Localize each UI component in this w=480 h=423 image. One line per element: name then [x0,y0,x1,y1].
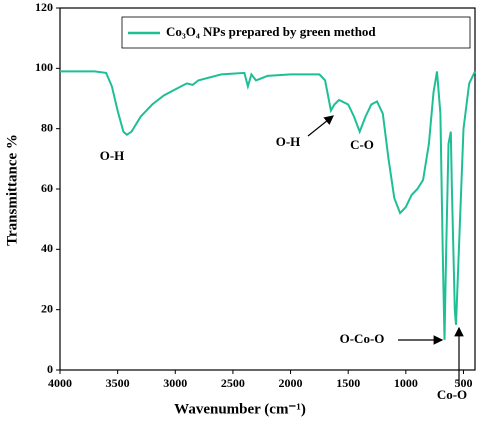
y-axis-title: Transmittance % [4,134,20,246]
annotation: Co-O [437,387,467,402]
legend-label: Co₃O₄ NPs prepared by green method [166,24,376,39]
annotation: O-H [276,134,301,149]
x-tick-label: 2000 [279,376,303,390]
spectrum-line [60,70,476,340]
annotation: O-Co-O [340,331,385,346]
plot-frame [59,7,476,371]
x-tick-label: 1500 [336,376,360,390]
x-tick-label: 3500 [106,376,130,390]
y-tick-label: 60 [41,181,53,195]
y-tick-label: 120 [35,0,53,14]
annotation: O-H [100,148,125,163]
x-tick-label: 1000 [394,376,418,390]
y-tick-label: 100 [35,60,53,74]
annotation-arrow [307,115,334,137]
annotation: C-O [350,137,374,152]
y-tick-label: 80 [41,120,53,134]
x-tick-label: 4000 [48,376,72,390]
y-tick-label: 40 [41,241,53,255]
y-tick-label: 20 [41,301,53,315]
x-tick-label: 2500 [221,376,245,390]
y-tick-label: 0 [47,362,53,376]
legend-box [121,16,471,49]
x-axis-title: Wavenumber (cm⁻¹) [174,401,306,417]
x-tick-label: 3000 [163,376,187,390]
